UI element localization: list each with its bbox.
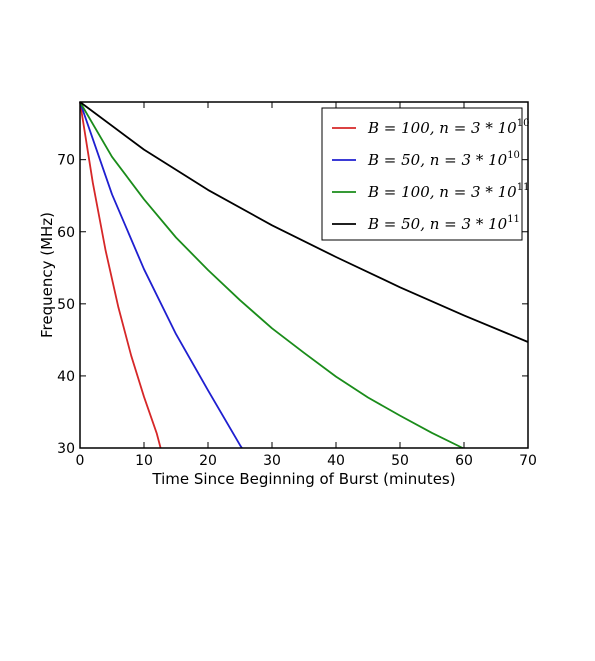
y-tick-label: 30 [57,441,75,457]
plot-frame [79,101,529,449]
y-tick-label: 40 [57,369,75,385]
legend-entry-exponent: 10 [517,118,530,129]
x-tick-label: 10 [135,453,153,469]
legend-entry-3: B = 100, n = 3 * 1011 [367,182,529,201]
x-tick-label: 70 [519,453,537,469]
y-axis-label: Frequency (MHz) [38,212,56,338]
series-line-3 [79,101,464,449]
legend-entry-4: B = 50, n = 3 * 1011 [367,214,520,233]
y-axis-ticks: 30 40 50 60 70 [57,153,528,457]
series-line-1 [79,101,162,449]
x-tick-label: 30 [263,453,281,469]
y-tick-label: 70 [57,153,75,169]
series-line-2 [79,101,243,449]
plot-lines [79,101,529,449]
y-tick-label: 60 [57,225,75,241]
legend: B = 100, n = 3 * 1010 B = 50, n = 3 * 101… [321,107,529,241]
legend-entry-2: B = 50, n = 3 * 1010 [367,150,520,169]
x-tick-label: 20 [199,453,217,469]
series-line-4 [79,101,529,343]
x-axis-ticks: 0 10 20 30 40 50 60 70 [76,102,537,469]
x-tick-label: 0 [76,453,85,469]
x-tick-label: 40 [327,453,345,469]
x-tick-label: 60 [455,453,473,469]
x-tick-label: 50 [391,453,409,469]
legend-entry-exponent: 10 [507,150,520,161]
y-tick-label: 50 [57,297,75,313]
x-axis-label: Time Since Beginning of Burst (minutes) [151,470,455,488]
legend-box [321,107,523,241]
legend-entry-1: B = 100, n = 3 * 1010 [367,118,529,137]
legend-entry-exponent: 11 [517,182,530,193]
legend-entry-exponent: 11 [507,214,520,225]
